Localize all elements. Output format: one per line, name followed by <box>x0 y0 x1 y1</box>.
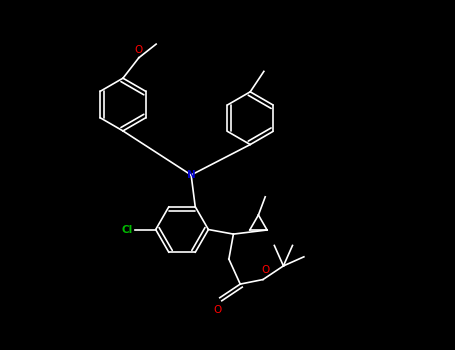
Text: O: O <box>213 304 222 315</box>
Text: Cl: Cl <box>121 225 133 235</box>
Text: O: O <box>135 46 143 55</box>
Text: O: O <box>261 265 269 275</box>
Text: N: N <box>187 170 196 180</box>
